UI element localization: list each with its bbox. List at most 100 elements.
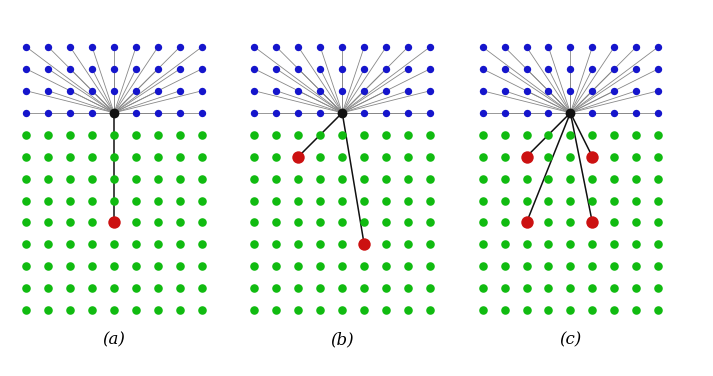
- Point: [174, 241, 185, 247]
- Point: [630, 285, 642, 291]
- Point: [520, 241, 532, 247]
- Point: [424, 197, 436, 203]
- Point: [86, 220, 98, 226]
- Point: [174, 132, 185, 138]
- Point: [271, 154, 282, 160]
- Point: [196, 110, 207, 116]
- Point: [381, 88, 392, 94]
- Point: [499, 285, 511, 291]
- Point: [402, 220, 414, 226]
- Point: [21, 44, 32, 50]
- Point: [652, 220, 664, 226]
- Point: [520, 66, 532, 72]
- Point: [565, 220, 576, 226]
- Point: [424, 88, 436, 94]
- Point: [153, 110, 164, 116]
- Point: [587, 220, 598, 226]
- Point: [402, 307, 414, 313]
- Point: [381, 110, 392, 116]
- Point: [652, 88, 664, 94]
- Point: [630, 154, 642, 160]
- Point: [609, 197, 620, 203]
- Point: [249, 307, 260, 313]
- Point: [652, 154, 664, 160]
- Point: [381, 263, 392, 269]
- Point: [314, 132, 326, 138]
- Point: [337, 44, 348, 50]
- Point: [543, 44, 554, 50]
- Point: [292, 263, 304, 269]
- Point: [337, 88, 348, 94]
- Point: [381, 307, 392, 313]
- Point: [21, 307, 32, 313]
- Point: [86, 66, 98, 72]
- Point: [64, 44, 76, 50]
- Point: [64, 220, 76, 226]
- Point: [130, 241, 142, 247]
- Point: [499, 176, 511, 182]
- Point: [130, 66, 142, 72]
- Point: [337, 197, 348, 203]
- Point: [314, 88, 326, 94]
- Point: [249, 88, 260, 94]
- Point: [424, 220, 436, 226]
- Point: [43, 263, 54, 269]
- Point: [609, 263, 620, 269]
- Point: [174, 110, 185, 116]
- Point: [271, 241, 282, 247]
- Point: [499, 44, 511, 50]
- Point: [108, 132, 120, 138]
- Point: [477, 285, 488, 291]
- Point: [249, 241, 260, 247]
- Point: [43, 132, 54, 138]
- Point: [565, 66, 576, 72]
- Point: [381, 220, 392, 226]
- Point: [153, 241, 164, 247]
- Point: [402, 176, 414, 182]
- Point: [86, 154, 98, 160]
- Point: [499, 88, 511, 94]
- Point: [174, 307, 185, 313]
- Point: [402, 285, 414, 291]
- Point: [64, 263, 76, 269]
- Point: [477, 220, 488, 226]
- Point: [652, 110, 664, 116]
- Point: [43, 176, 54, 182]
- Point: [337, 132, 348, 138]
- Point: [359, 220, 370, 226]
- Point: [64, 285, 76, 291]
- Point: [543, 110, 554, 116]
- Point: [630, 110, 642, 116]
- Point: [292, 110, 304, 116]
- Point: [64, 154, 76, 160]
- Point: [153, 132, 164, 138]
- Point: [587, 307, 598, 313]
- Point: [652, 285, 664, 291]
- Point: [337, 154, 348, 160]
- Point: [21, 66, 32, 72]
- Point: [381, 132, 392, 138]
- Point: [609, 154, 620, 160]
- Point: [424, 285, 436, 291]
- Point: [609, 66, 620, 72]
- Point: [381, 197, 392, 203]
- Point: [359, 307, 370, 313]
- Point: [565, 44, 576, 50]
- Point: [153, 176, 164, 182]
- Point: [381, 154, 392, 160]
- Point: [153, 88, 164, 94]
- Point: [630, 197, 642, 203]
- Point: [477, 154, 488, 160]
- Point: [565, 307, 576, 313]
- Point: [359, 176, 370, 182]
- Point: [381, 241, 392, 247]
- Point: [249, 44, 260, 50]
- Point: [337, 263, 348, 269]
- Point: [153, 220, 164, 226]
- Point: [402, 110, 414, 116]
- Point: [565, 197, 576, 203]
- Point: [499, 110, 511, 116]
- Point: [477, 307, 488, 313]
- Point: [609, 285, 620, 291]
- Point: [359, 197, 370, 203]
